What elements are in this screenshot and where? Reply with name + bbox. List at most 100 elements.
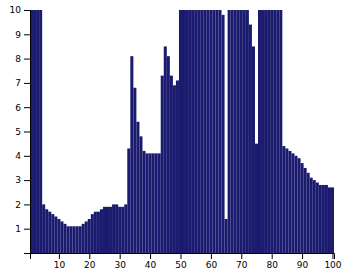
bar (88, 219, 91, 253)
bar (176, 80, 179, 253)
tick-label: 5 (15, 127, 21, 137)
bar (282, 146, 285, 253)
bar (255, 144, 258, 253)
bar (240, 10, 243, 253)
bar (261, 10, 264, 253)
tick-mark (24, 132, 30, 133)
bar (228, 10, 231, 253)
bar (60, 221, 63, 253)
bar (106, 207, 109, 253)
tick-label: 4 (15, 151, 21, 161)
bar (252, 46, 255, 253)
bar (182, 10, 185, 253)
bar (130, 56, 133, 253)
bar (231, 10, 234, 253)
tick-label: 6 (15, 103, 21, 113)
bar (45, 209, 48, 253)
bars (30, 10, 334, 253)
tick: 20 (84, 253, 96, 270)
bar (310, 178, 313, 253)
bar (179, 10, 182, 253)
tick: 5 (15, 127, 30, 137)
bar (185, 10, 188, 253)
bar (57, 219, 60, 253)
bar (264, 10, 267, 253)
tick-label: 40 (145, 260, 157, 270)
tick: 4 (15, 151, 30, 161)
bar (298, 158, 301, 253)
bar (200, 10, 203, 253)
tick: 10 (10, 5, 30, 15)
tick-label: 30 (114, 260, 126, 270)
bar (85, 221, 88, 253)
bar (36, 10, 39, 253)
bar (94, 212, 97, 253)
bar (328, 187, 331, 253)
bar (127, 149, 130, 253)
tick-label: 7 (15, 78, 21, 88)
tick-mark (332, 253, 333, 259)
bar (136, 122, 139, 253)
bar (234, 10, 237, 253)
bar (149, 153, 152, 253)
tick-label: 10 (54, 260, 66, 270)
chart: 10203040506070809010012345678910 (0, 0, 348, 277)
bar (70, 226, 73, 253)
bar (164, 46, 167, 253)
bar (243, 10, 246, 253)
tick: 80 (266, 253, 278, 270)
bar (316, 183, 319, 253)
tick-mark (89, 253, 90, 259)
bar (146, 153, 149, 253)
bar (42, 204, 45, 253)
bar (51, 214, 54, 253)
bar (191, 10, 194, 253)
bar (322, 185, 325, 253)
bar (258, 10, 261, 253)
tick-label: 9 (15, 30, 21, 40)
bar (118, 207, 121, 253)
tick: 100 (324, 253, 341, 270)
bar (203, 10, 206, 253)
bar (161, 76, 164, 253)
bar (294, 156, 297, 253)
tick-mark (24, 10, 30, 11)
tick-label: 50 (175, 260, 187, 270)
y-axis: 12345678910 (10, 5, 31, 253)
bar (209, 10, 212, 253)
tick-mark (59, 253, 60, 259)
bar (279, 10, 282, 253)
tick: 40 (145, 253, 157, 270)
bar (170, 76, 173, 253)
bar (225, 219, 228, 253)
tick: 7 (15, 78, 30, 88)
tick-mark (24, 204, 30, 205)
tick-label: 80 (266, 260, 278, 270)
bar (215, 10, 218, 253)
bar (173, 85, 176, 253)
bar (115, 204, 118, 253)
bar (237, 10, 240, 253)
bar (155, 153, 158, 253)
tick: 3 (15, 175, 30, 185)
tick-label: 90 (297, 260, 309, 270)
bar (246, 10, 249, 253)
bar (112, 204, 115, 253)
tick-label: 60 (206, 260, 218, 270)
tick-label: 1 (15, 224, 21, 234)
tick-mark (211, 253, 212, 259)
tick-mark (24, 83, 30, 84)
bar (212, 10, 215, 253)
tick-mark (24, 59, 30, 60)
bar (270, 10, 273, 253)
bar (66, 226, 69, 253)
bar (91, 214, 94, 253)
tick-label: 20 (84, 260, 96, 270)
bar (124, 204, 127, 253)
tick: 9 (15, 30, 30, 40)
tick-mark (302, 253, 303, 259)
bar (73, 226, 76, 253)
bar (285, 149, 288, 253)
tick-label: 70 (236, 260, 248, 270)
bar (109, 207, 112, 253)
